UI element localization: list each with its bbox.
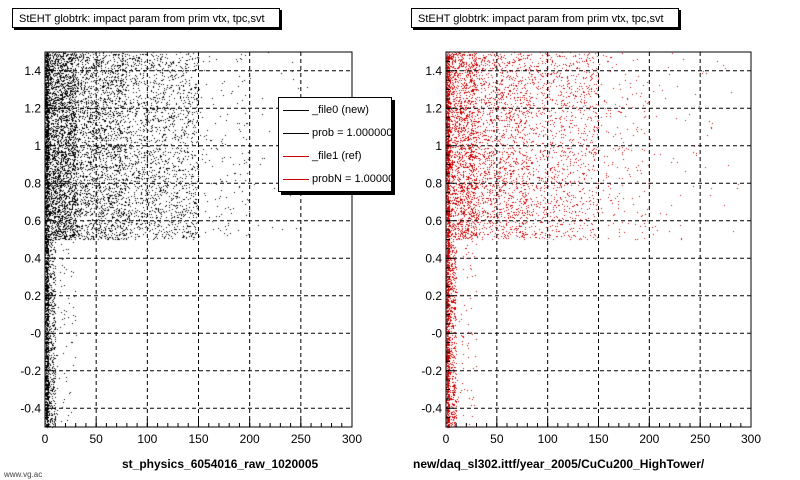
legend-entry: probN = 1.000000 [279, 169, 392, 189]
footer-text: www.vg.ac [4, 470, 43, 479]
y-tick-label: 0.8 [24, 176, 41, 190]
y-tick-label: 0.4 [425, 251, 442, 265]
legend-entry: _file1 (ref) [279, 146, 391, 166]
legend-label: _file0 (new) [312, 104, 369, 116]
legend-label: probN = 1.000000 [312, 173, 392, 185]
left-plot-title: StEHT globtrk: impact param from prim vt… [12, 8, 280, 28]
x-tick-label: 0 [42, 432, 49, 446]
y-tick-label: 0.2 [425, 289, 442, 303]
y-tick-label: -0.2 [20, 364, 41, 378]
x-tick-label: 50 [490, 432, 504, 446]
x-tick-label: 200 [240, 432, 260, 446]
x-tick-label: 250 [291, 432, 311, 446]
right-x-axis-label: new/daq_sl302.ittf/year_2005/CuCu200_Hig… [413, 457, 705, 471]
legend-entry: prob = 1.000000 [279, 123, 392, 143]
x-tick-label: 150 [188, 432, 208, 446]
y-tick-label: 1.4 [24, 64, 41, 78]
x-tick-label: 150 [588, 432, 608, 446]
y-tick-label: 0.6 [24, 214, 41, 228]
left-plot-axes: 0 50 100 150 200 250 300 -0.4 -0.2 -0 0.2 0.4 0.6 0.8… [20, 51, 362, 446]
x-tick-label: 50 [89, 432, 103, 446]
right-plot-axes: 0 50 100 150 200 250 300 -0.4 -0.2 -0 0.2 0.4 0.6 0.8… [421, 51, 761, 446]
y-tick-label: 0.4 [24, 251, 41, 265]
x-tick-label: 200 [639, 432, 659, 446]
y-tick-label: 0.2 [24, 289, 41, 303]
x-tick-label: 300 [741, 432, 761, 446]
x-tick-label: 100 [538, 432, 558, 446]
y-tick-label: -0.2 [421, 364, 442, 378]
left-x-axis-label: st_physics_6054016_raw_1020005 [122, 457, 319, 471]
y-tick-label: 1.2 [425, 101, 442, 115]
y-tick-label: -0 [30, 326, 41, 340]
legend: _file0 (new) prob = 1.000000 _file1 (ref… [278, 97, 392, 192]
y-tick-label: 1 [34, 139, 41, 153]
legend-line [283, 156, 309, 157]
legend-entry: _file0 (new) [279, 100, 391, 120]
right-plot-title: StEHT globtrk: impact param from prim vt… [411, 8, 679, 28]
y-tick-label: -0.4 [421, 401, 442, 415]
y-tick-label: 1.2 [24, 101, 41, 115]
y-tick-label: 0.6 [425, 214, 442, 228]
x-tick-label: 250 [690, 432, 710, 446]
x-tick-label: 300 [342, 432, 362, 446]
legend-line [283, 133, 309, 134]
legend-line [283, 110, 309, 111]
legend-line [283, 179, 309, 180]
legend-label: _file1 (ref) [312, 150, 362, 162]
y-tick-label: -0 [431, 326, 442, 340]
y-tick-label: 0.8 [425, 176, 442, 190]
y-tick-label: -0.4 [20, 401, 41, 415]
y-tick-label: 1.4 [425, 64, 442, 78]
x-tick-label: 0 [443, 432, 450, 446]
y-tick-label: 1 [435, 139, 442, 153]
x-tick-label: 100 [137, 432, 157, 446]
legend-label: prob = 1.000000 [312, 127, 392, 139]
